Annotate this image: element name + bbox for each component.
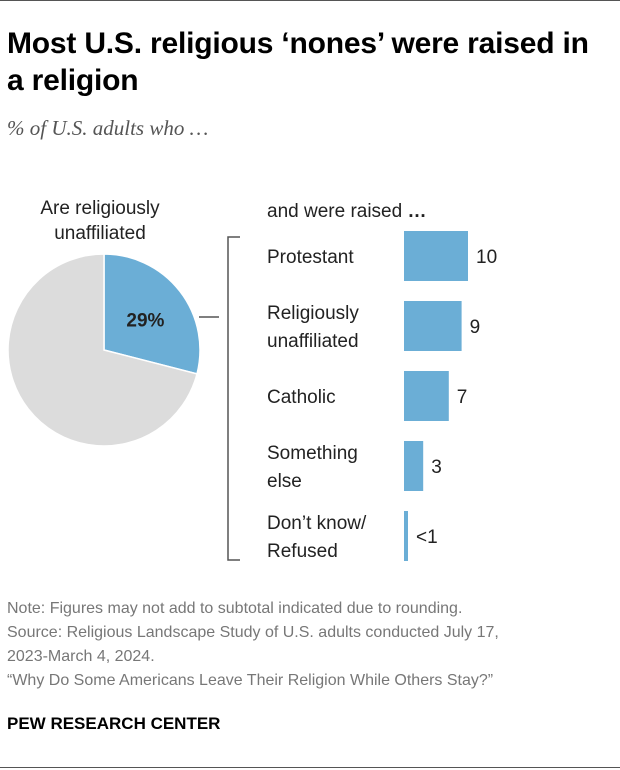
bar-header-text: and were raised: [267, 201, 403, 222]
bar-header-ellipsis: …: [407, 201, 427, 222]
pie-label: Are religiously unaffiliated: [0, 196, 200, 246]
bar-1: [404, 301, 462, 351]
source-line: Source: Religious Landscape Study of U.S…: [7, 624, 499, 641]
bracket: [227, 236, 240, 561]
bar-value-label-0: 10: [476, 247, 497, 268]
pie-slice-label-0: 29%: [126, 310, 164, 331]
bar-category-label-3-0: Something: [267, 443, 358, 464]
bar-value-label-4: <1: [416, 527, 438, 548]
bottom-rule: [0, 767, 620, 768]
top-rule: [0, 0, 620, 1]
source-line-2: 2023-March 4, 2024.: [7, 648, 155, 665]
bar-2: [404, 371, 449, 421]
report-title-line: “Why Do Some Americans Leave Their Relig…: [7, 672, 494, 689]
bar-category-label-1-0: Religiously: [267, 303, 359, 324]
bar-3: [404, 441, 424, 491]
bar-category-label-2-0: Catholic: [267, 387, 336, 408]
pie-slice-0: [103, 253, 201, 375]
bar-category-label-1-1: unaffiliated: [267, 331, 359, 352]
note-line: Note: Figures may not add to subtotal in…: [7, 600, 463, 617]
brand-logo-text: PEW RESEARCH CENTER: [7, 714, 221, 733]
bar-0: [404, 231, 468, 281]
bar-category-label-4-0: Don’t know/: [267, 513, 367, 534]
bar-value-label-2: 7: [457, 387, 468, 408]
pie-label-line-2: unaffiliated: [54, 223, 146, 244]
bar-category-label-3-1: else: [267, 471, 302, 492]
bar-category-label-0-0: Protestant: [267, 247, 354, 268]
chart-canvas: 29% 10 Protestant 9 Religiously unaffiliated 7…: [7, 231, 497, 562]
pie-slice-1: [7, 253, 198, 447]
footer-notes: Note: Figures may not add to subtotal in…: [7, 597, 617, 693]
bar-value-label-1: 9: [470, 317, 481, 338]
bar-category-label-4-1: Refused: [267, 541, 338, 562]
bar-4: [404, 511, 408, 561]
bar-header: and were raised …: [267, 201, 426, 223]
chart-title: Most U.S. religious ‘nones’ were raised …: [7, 27, 589, 97]
bar-value-label-3: 3: [431, 457, 442, 478]
pie-label-line-1: Are religiously: [40, 198, 160, 219]
chart-subtitle: % of U.S. adults who …: [7, 116, 209, 140]
